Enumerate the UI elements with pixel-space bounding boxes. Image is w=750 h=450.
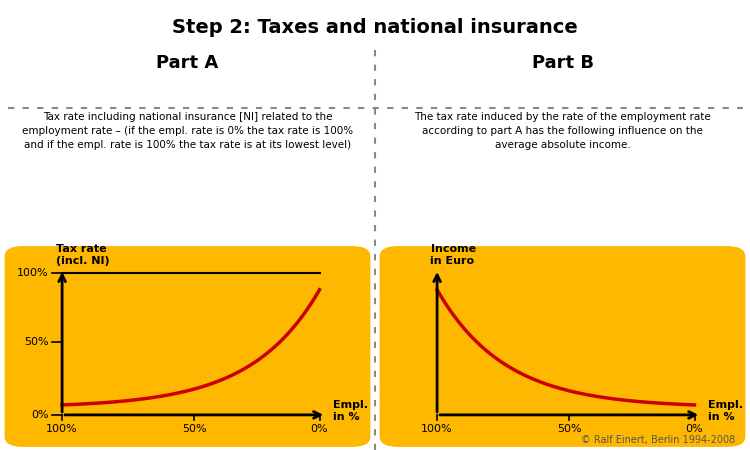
Text: 0%: 0% — [686, 424, 703, 434]
Text: 50%: 50% — [556, 424, 581, 434]
Text: 50%: 50% — [182, 424, 206, 434]
Text: © Ralf Einert, Berlin 1994-2008: © Ralf Einert, Berlin 1994-2008 — [580, 436, 735, 446]
Text: 0%: 0% — [310, 424, 328, 434]
Text: Empl.
in %: Empl. in % — [708, 400, 742, 423]
Text: Tax rate
(incl. NI): Tax rate (incl. NI) — [56, 244, 110, 266]
Text: Empl.
in %: Empl. in % — [333, 400, 368, 423]
Text: Income
in Euro: Income in Euro — [430, 244, 476, 266]
Text: 0%: 0% — [32, 410, 49, 420]
Text: 100%: 100% — [46, 424, 78, 434]
Text: 100%: 100% — [422, 424, 453, 434]
Text: Step 2: Taxes and national insurance: Step 2: Taxes and national insurance — [172, 18, 578, 37]
Text: 50%: 50% — [24, 337, 49, 347]
Text: Part B: Part B — [532, 54, 593, 72]
FancyBboxPatch shape — [381, 248, 744, 446]
Text: Tax rate including national insurance [NI] related to the
employment rate – (if : Tax rate including national insurance [N… — [22, 112, 353, 150]
Text: The tax rate induced by the rate of the employment rate
according to part A has : The tax rate induced by the rate of the … — [414, 112, 711, 150]
FancyBboxPatch shape — [6, 248, 369, 446]
Text: Part A: Part A — [156, 54, 219, 72]
Text: 100%: 100% — [17, 268, 49, 278]
